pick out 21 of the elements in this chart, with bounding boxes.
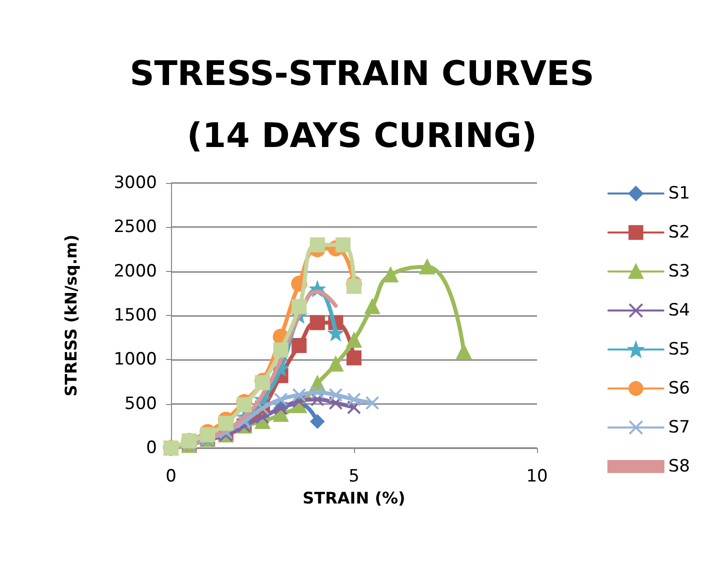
legend-label: S8 (668, 456, 690, 476)
y-tick-label: 1500 (114, 306, 157, 326)
y-tick-label: 1000 (114, 350, 157, 370)
legend-label: S7 (668, 418, 690, 438)
y-tick-label: 3000 (114, 173, 157, 193)
y-tick-label: 0 (146, 438, 157, 458)
legend-label: S4 (668, 300, 690, 320)
legend-label: S6 (668, 378, 690, 398)
x-tick-label: 10 (526, 466, 548, 486)
legend-label: S5 (668, 340, 690, 360)
y-tick-label: 500 (124, 394, 157, 414)
y-tick-label: 2000 (114, 261, 157, 282)
x-tick-label: 5 (348, 466, 360, 486)
chart-title: STRESS-STRAIN CURVES (14 DAYS CURING) (130, 54, 594, 156)
x-axis-title: STRAIN (%) (302, 488, 406, 508)
y-axis-title: STRESS (kN/sq.m) (62, 234, 80, 396)
legend-label: S2 (668, 222, 690, 242)
y-tick-label: 2500 (114, 217, 157, 238)
legend-label: S3 (668, 262, 690, 282)
legend-label: S1 (668, 184, 690, 204)
x-tick-label: 0 (166, 466, 176, 486)
